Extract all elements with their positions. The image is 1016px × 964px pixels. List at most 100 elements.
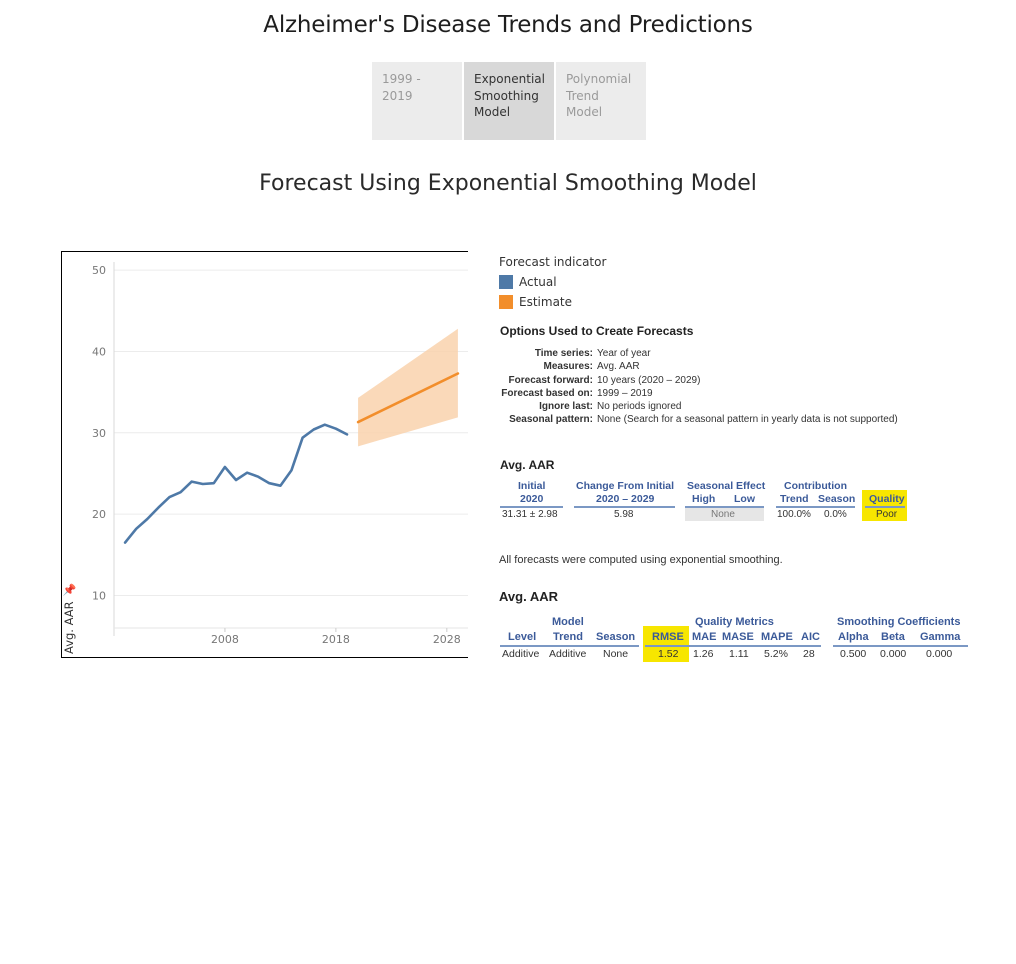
divider	[500, 645, 639, 647]
change-value: 5.98	[614, 509, 634, 520]
model-value-trend: Additive	[549, 648, 587, 660]
model-value-alpha: 0.500	[840, 648, 867, 660]
model-value-mape: 5.2%	[764, 648, 788, 660]
divider	[685, 506, 764, 508]
option-key: Time series:	[534, 348, 593, 359]
option-row: Measures: Avg. AAR	[500, 360, 898, 373]
option-key: Forecast based on:	[501, 387, 593, 399]
model-value-mae: 1.26	[693, 648, 714, 660]
divider	[833, 645, 968, 647]
col-trend: Trend	[553, 631, 583, 643]
series-line-estimate	[356, 372, 460, 424]
option-value: 10 years (2020 – 2029)	[597, 374, 701, 386]
option-row: Ignore last: No periods ignored	[500, 400, 898, 413]
section-title: Forecast Using Exponential Smoothing Mod…	[259, 171, 757, 196]
model-value-aic: 28	[803, 648, 815, 660]
option-row: Forecast based on: 1999 – 2019	[500, 387, 898, 400]
option-key: Ignore last:	[539, 401, 593, 413]
col-beta: Beta	[881, 631, 905, 643]
legend-item-estimate[interactable]: Estimate	[499, 292, 606, 312]
option-value: Avg. AAR	[597, 361, 640, 373]
y-axis-label-container: Avg. AAR 📌	[62, 584, 76, 654]
col-aic: AIC	[801, 631, 820, 643]
seasonal-effect-cell	[685, 508, 764, 521]
tab-bar: 1999 - 2019 Exponential Smoothing Model …	[372, 62, 646, 140]
tab-1999-2019[interactable]: 1999 - 2019	[372, 62, 462, 140]
smoothing-coefficients-header: Smoothing Coefficients	[837, 616, 961, 628]
quality-header: Quality	[869, 493, 905, 505]
quality-highlight	[862, 490, 907, 521]
quality-value: Poor	[876, 509, 898, 520]
initial-header: Initial	[518, 480, 546, 492]
model-value-gamma: 0.000	[926, 648, 953, 660]
legend: Forecast indicator Actual Estimate	[499, 255, 606, 312]
model-title: Avg. AAR	[499, 589, 558, 604]
x-tick-label: 2008	[211, 633, 239, 646]
col-season: Season	[596, 631, 636, 643]
series-line-actual	[123, 423, 349, 544]
tab-exponential-smoothing[interactable]: Exponential Smoothing Model	[464, 62, 554, 140]
season-header: Season	[818, 493, 856, 505]
model-group-header: Model	[552, 616, 584, 628]
initial-value: 31.31 ± 2.98	[502, 509, 558, 520]
model-value-level: Additive	[502, 648, 540, 660]
col-level: Level	[508, 631, 537, 643]
col-alpha: Alpha	[838, 631, 869, 643]
initial-year: 2020	[520, 493, 544, 505]
col-mae: MAE	[692, 631, 717, 643]
model-value-rmse: 1.52	[658, 648, 679, 660]
summary-title: Avg. AAR	[500, 458, 555, 472]
page-title: Alzheimer's Disease Trends and Predictio…	[263, 12, 753, 38]
option-key: Measures:	[543, 361, 593, 373]
y-tick-label: 10	[92, 589, 106, 602]
forecast-chart[interactable]: 10 20 30 40 50 2008 2018 2028 Avg. AAR 📌	[61, 251, 468, 658]
y-tick-label: 20	[92, 508, 106, 521]
divider	[500, 506, 563, 508]
legend-item-actual[interactable]: Actual	[499, 272, 606, 292]
divider	[776, 506, 855, 508]
y-tick-label: 30	[92, 427, 106, 440]
forecast-note: All forecasts were computed using expone…	[499, 554, 783, 566]
pin-icon[interactable]: 📌	[62, 583, 77, 597]
model-value-mase: 1.11	[729, 648, 749, 660]
legend-swatch-estimate	[499, 295, 513, 309]
seasonal-effect-header: Seasonal Effect	[687, 480, 766, 492]
change-range: 2020 – 2029	[596, 493, 655, 505]
x-tick-label: 2018	[322, 633, 350, 646]
option-value: No periods ignored	[597, 401, 682, 413]
tab-polynomial-trend[interactable]: Polynomial Trend Model	[556, 62, 646, 140]
option-row: Seasonal pattern: None (Search for a seas…	[500, 413, 898, 426]
trend-header: Trend	[780, 493, 809, 505]
option-key: Forecast forward:	[508, 374, 593, 386]
y-tick-label: 40	[92, 345, 106, 358]
divider	[645, 645, 821, 647]
high-header: High	[692, 493, 716, 505]
chart-canvas: 10 20 30 40 50 2008 2018 2028	[92, 262, 468, 646]
quality-metrics-header: Quality Metrics	[695, 616, 774, 628]
model-value-season: None	[603, 648, 629, 660]
option-row: Time series: Year of year	[500, 347, 898, 360]
model-value-beta: 0.000	[880, 648, 907, 660]
option-value: None (Search for a seasonal pattern in y…	[597, 414, 898, 426]
legend-label-estimate: Estimate	[519, 295, 573, 309]
divider	[574, 506, 675, 508]
legend-label-actual: Actual	[519, 275, 557, 289]
x-tick-label: 2028	[433, 633, 461, 646]
contribution-header: Contribution	[784, 480, 847, 492]
season-contribution-value: 0.0%	[824, 509, 847, 520]
legend-title: Forecast indicator	[499, 255, 607, 269]
col-gamma: Gamma	[920, 631, 961, 643]
options-title: Options Used to Create Forecasts	[500, 324, 694, 338]
option-value: Year of year	[597, 348, 651, 359]
y-axis-label: Avg. AAR	[62, 601, 76, 654]
low-header: Low	[734, 493, 755, 505]
option-key: Seasonal pattern:	[509, 414, 593, 426]
option-row: Forecast forward: 10 years (2020 – 2029)	[500, 374, 898, 387]
seasonal-effect-value: None	[711, 509, 735, 520]
col-rmse: RMSE	[652, 631, 684, 643]
rmse-highlight	[643, 626, 689, 662]
option-value: 1999 – 2019	[597, 387, 653, 399]
options-list: Time series: Year of year Measures: Avg. A…	[500, 347, 898, 427]
col-mase: MASE	[722, 631, 754, 643]
change-header: Change From Initial	[576, 480, 675, 492]
